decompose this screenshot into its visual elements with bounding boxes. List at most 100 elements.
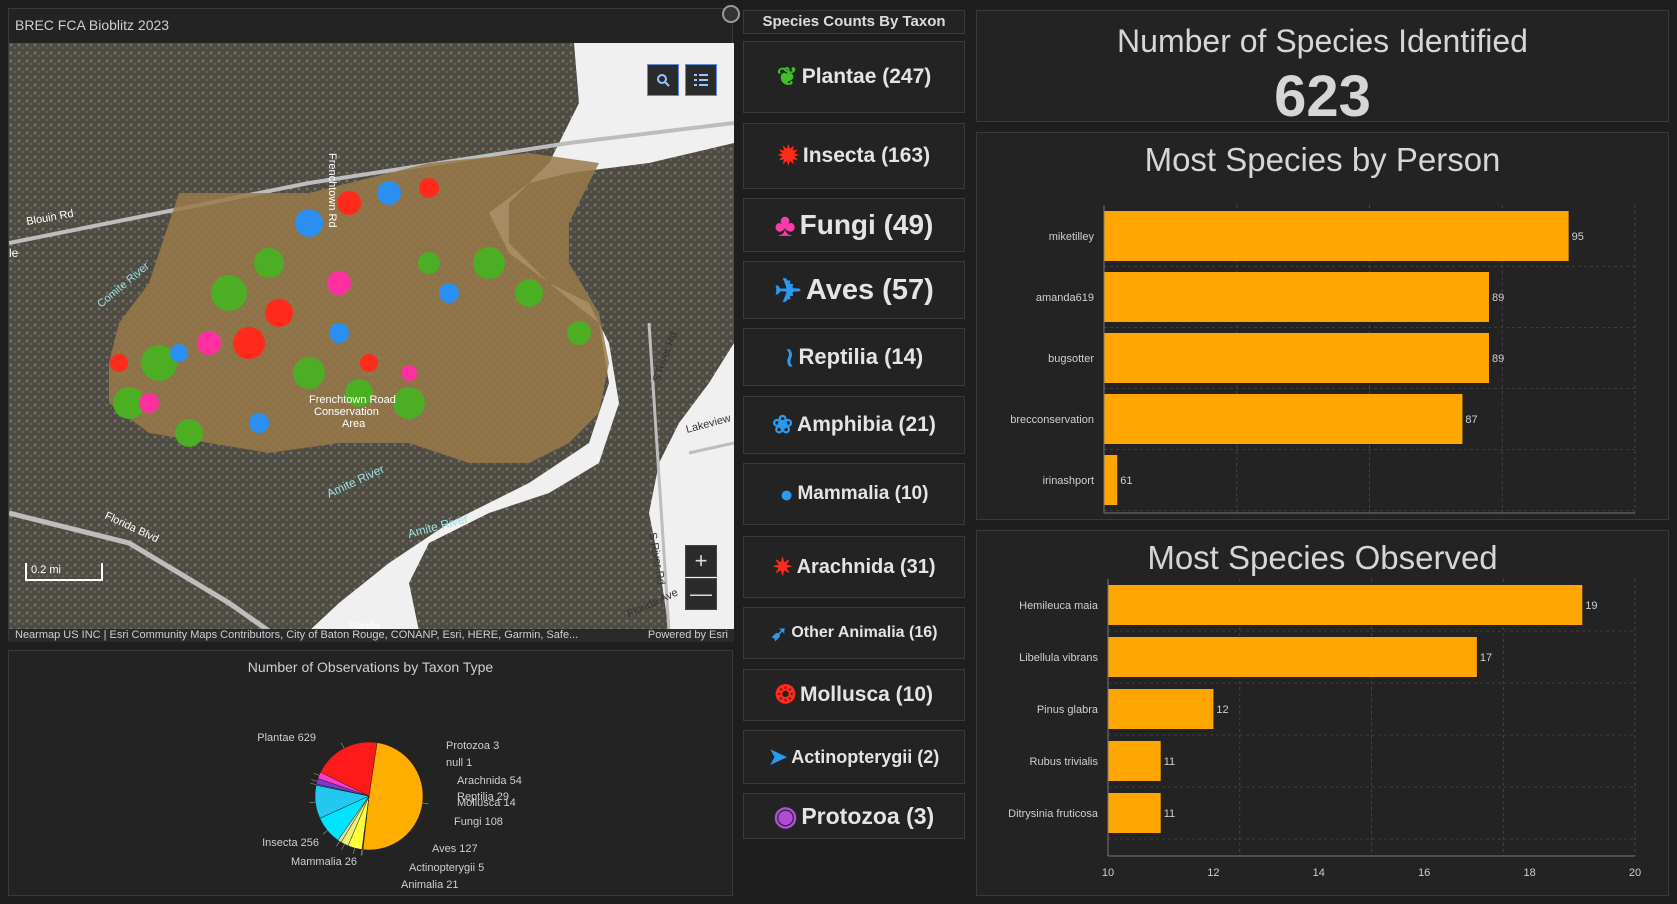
observed-bar-chart[interactable]: Hemileuca maia 19 Libellula vibrans 17 Pinus… xyxy=(977,531,1670,897)
search-icon xyxy=(657,74,670,87)
category-label: miketilley xyxy=(1049,231,1095,243)
value-label: 87 xyxy=(1465,414,1477,426)
scale-bar: 0.2 mi xyxy=(25,563,103,581)
bar-3[interactable] xyxy=(1104,394,1463,444)
pie-label: Animalia 21 xyxy=(401,879,458,891)
zoom-out-button[interactable]: — xyxy=(685,578,717,610)
map-panel: BREC FCA Bioblitz 2023 xyxy=(8,8,734,642)
x-tick-label: 18 xyxy=(1523,867,1535,879)
x-tick-label: 10 xyxy=(1102,867,1114,879)
taxon-card-10[interactable]: ➤ Actinopterygii (2) xyxy=(743,730,965,784)
observed-chart-panel: Most Species Observed Hemileuca maia 19 Li… xyxy=(976,530,1669,896)
powered-by[interactable]: Powered by Esri xyxy=(647,629,728,641)
label-frenchtown-rd: Frenchtown Rd xyxy=(326,153,338,228)
category-label: Ditrysinia fruticosa xyxy=(1008,808,1099,820)
animal-icon: ➹ xyxy=(770,622,788,645)
observation-points[interactable] xyxy=(110,178,591,447)
value-label: 11 xyxy=(1164,756,1175,768)
observed-chart-title: Most Species Observed xyxy=(1147,539,1498,576)
taxon-card-4[interactable]: ≀ Reptilia (14) xyxy=(743,328,965,386)
pie-leader-line xyxy=(360,849,363,856)
bar-0[interactable] xyxy=(1108,585,1583,625)
taxon-card-1[interactable]: ✹ Insecta (163) xyxy=(743,123,965,189)
pie-leader-line xyxy=(422,802,429,805)
category-label: Rubus trivialis xyxy=(1030,756,1099,768)
zoom-in-button[interactable]: + xyxy=(685,545,717,577)
map-svg[interactable]: Frenchtown Rd Blouin Rd le Comite River … xyxy=(9,43,734,631)
bar-2[interactable] xyxy=(1108,689,1214,729)
pie-leader-line xyxy=(340,742,345,749)
taxon-label: Plantae (247) xyxy=(801,65,932,88)
pie-label: Mollusca 14 xyxy=(457,797,516,809)
list-icon xyxy=(694,74,708,86)
taxon-label: Amphibia (21) xyxy=(797,413,936,436)
taxon-card-0[interactable]: ❦ Plantae (247) xyxy=(743,41,965,113)
taxon-label: Fungi (49) xyxy=(799,209,934,240)
search-button[interactable] xyxy=(647,64,679,96)
category-label: Pinus glabra xyxy=(1037,704,1099,716)
label-le: le xyxy=(9,246,19,260)
category-label: amanda619 xyxy=(1036,292,1094,304)
value-label: 89 xyxy=(1492,353,1504,365)
kpi-value: 623 xyxy=(1274,64,1371,129)
x-tick-label: 12 xyxy=(1207,867,1219,879)
person-chart-title: Most Species by Person xyxy=(1144,141,1501,178)
pie-panel: Number of Observations by Taxon Type Pla… xyxy=(8,650,733,896)
bar-3[interactable] xyxy=(1108,741,1161,781)
pie-leader-line xyxy=(352,848,356,854)
taxon-card-3[interactable]: ✈ Aves (57) xyxy=(743,261,965,319)
mammal-icon: ● xyxy=(779,480,794,507)
value-label: 95 xyxy=(1572,231,1584,243)
taxon-card-6[interactable]: ● Mammalia (10) xyxy=(743,463,965,525)
snail-icon: ❂ xyxy=(775,681,796,709)
bar-4[interactable] xyxy=(1104,455,1118,505)
pie-chart[interactable]: Plantae 629 Protozoa 3 null 1 Arachnida 54 R… xyxy=(9,651,734,897)
pie-leader-line xyxy=(311,779,318,782)
label-conservation-1: Frenchtown Road xyxy=(309,394,396,406)
value-label: 12 xyxy=(1216,704,1228,716)
pie-label: null 1 xyxy=(446,757,472,769)
bar-4[interactable] xyxy=(1108,793,1161,833)
taxon-card-7[interactable]: ✷ Arachnida (31) xyxy=(743,536,965,598)
map-canvas[interactable]: Frenchtown Rd Blouin Rd le Comite River … xyxy=(9,43,734,631)
pie-label: Arachnida 54 xyxy=(457,775,522,787)
value-label: 89 xyxy=(1492,292,1504,304)
taxon-label: Insecta (163) xyxy=(802,144,931,167)
pie-leader-line xyxy=(309,801,316,804)
bar-0[interactable] xyxy=(1104,211,1569,261)
protozoa-icon: ◉ xyxy=(773,800,798,831)
pie-leader-line xyxy=(341,843,345,850)
pie-label: Reptilia 29 xyxy=(457,791,509,803)
pie-leader-line xyxy=(310,782,317,785)
bar-2[interactable] xyxy=(1104,333,1489,383)
value-label: 17 xyxy=(1480,652,1492,664)
taxon-card-9[interactable]: ❂ Mollusca (10) xyxy=(743,669,965,721)
pie-label: Protozoa 3 xyxy=(446,740,499,752)
category-label: bugsotter xyxy=(1048,353,1094,365)
category-label: brecconservation xyxy=(1010,414,1094,426)
bar-1[interactable] xyxy=(1104,272,1489,322)
label-conservation-2: Conservation xyxy=(314,406,379,418)
kpi-title: Number of Species Identified xyxy=(1117,23,1528,59)
pie-label: Mammalia 26 xyxy=(291,856,357,868)
conservation-area xyxy=(109,153,609,463)
legend-button[interactable] xyxy=(685,64,717,96)
x-tick-label: 14 xyxy=(1313,867,1325,879)
taxon-card-11[interactable]: ◉ Protozoa (3) xyxy=(743,793,965,839)
bar-1[interactable] xyxy=(1108,637,1477,677)
person-bar-chart[interactable]: miketilley 95 amanda619 89 bugsotter 89 brecco… xyxy=(977,133,1670,521)
label-flanda: Flanda xyxy=(349,621,380,631)
taxon-card-2[interactable]: ♣ Fungi (49) xyxy=(743,198,965,252)
taxon-card-8[interactable]: ➹ Other Animalia (16) xyxy=(743,607,965,659)
fullscreen-icon[interactable] xyxy=(722,5,740,23)
pie-leader-line xyxy=(313,772,320,776)
taxon-card-5[interactable]: ❀ Amphibia (21) xyxy=(743,396,965,454)
leaf-icon: ❦ xyxy=(776,63,798,91)
pie-label: Fungi 108 xyxy=(454,816,503,828)
pie-leader-line xyxy=(361,849,363,856)
bug-icon: ✹ xyxy=(777,142,799,170)
attribution-text: Nearmap US INC | Esri Community Maps Con… xyxy=(15,629,579,641)
taxon-label: Arachnida (31) xyxy=(796,555,936,578)
value-label: 19 xyxy=(1585,600,1597,612)
pie-leader-line xyxy=(322,830,328,835)
